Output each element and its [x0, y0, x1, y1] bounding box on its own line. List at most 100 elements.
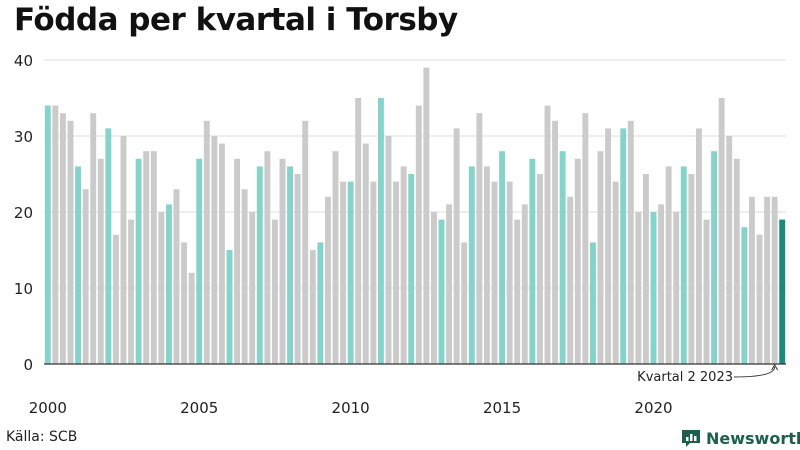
bar	[264, 151, 271, 364]
bar	[597, 151, 604, 364]
bar	[567, 196, 574, 364]
bar	[521, 204, 528, 364]
bar	[317, 242, 324, 364]
bar	[181, 242, 188, 364]
bar	[97, 158, 104, 364]
bar	[506, 181, 513, 364]
bar	[135, 158, 142, 364]
annotation-arrow	[733, 366, 776, 378]
bar	[499, 151, 506, 364]
bar	[287, 166, 294, 364]
bar	[650, 212, 657, 364]
bar	[559, 151, 566, 364]
bar	[188, 272, 195, 364]
bar	[468, 166, 475, 364]
bar	[393, 181, 400, 364]
bar	[605, 128, 612, 364]
bar	[128, 219, 135, 364]
brand-name: Newsworthy	[706, 428, 800, 448]
bar	[461, 242, 468, 364]
bar	[408, 174, 415, 364]
bar	[491, 181, 498, 364]
bar	[105, 128, 112, 364]
bar	[218, 143, 225, 364]
bar	[52, 105, 59, 364]
bar	[340, 181, 347, 364]
axes: 0 10 20 30 40 2000 2005 2010 2015 2020	[14, 52, 786, 417]
bar	[733, 158, 740, 364]
bar	[642, 174, 649, 364]
y-tick-label: 30	[14, 128, 33, 146]
annotation-text: Kvartal 2 2023	[637, 370, 733, 385]
bar	[589, 242, 596, 364]
bar	[211, 136, 218, 364]
x-tick-label: 2005	[180, 399, 218, 417]
bar	[476, 113, 483, 364]
x-tick-label: 2010	[332, 399, 370, 417]
bar	[158, 212, 165, 364]
bar	[620, 128, 627, 364]
bar	[658, 204, 665, 364]
bar	[400, 166, 407, 364]
bar	[415, 105, 422, 364]
bar	[536, 174, 543, 364]
bar	[695, 128, 702, 364]
bar	[703, 219, 710, 364]
bar	[324, 196, 331, 364]
bar	[741, 227, 748, 364]
bar	[438, 219, 445, 364]
bar	[385, 136, 392, 364]
bar	[271, 219, 278, 364]
bar	[726, 136, 733, 364]
bar	[203, 120, 210, 364]
bar	[67, 120, 74, 364]
y-tick-label: 10	[14, 280, 33, 298]
bar	[241, 189, 248, 364]
bar	[226, 250, 233, 364]
bar	[514, 219, 521, 364]
bar	[764, 196, 771, 364]
bar	[552, 120, 559, 364]
bar	[574, 158, 581, 364]
bar	[544, 105, 551, 364]
y-tick-label: 0	[23, 356, 33, 374]
x-tick-label: 2015	[483, 399, 521, 417]
x-tick-label: 2000	[29, 399, 67, 417]
bar	[165, 204, 172, 364]
bar	[302, 120, 309, 364]
bar	[453, 128, 460, 364]
y-tick-label: 40	[14, 52, 33, 70]
bar	[711, 151, 718, 364]
bars	[44, 67, 786, 364]
chart-title: Födda per kvartal i Torsby	[14, 2, 458, 38]
bar	[59, 113, 66, 364]
bar	[680, 166, 687, 364]
bar	[196, 158, 203, 364]
x-tick-label: 2020	[634, 399, 672, 417]
bar	[756, 234, 763, 364]
bar	[279, 158, 286, 364]
bar	[120, 136, 127, 364]
bar	[143, 151, 150, 364]
bar	[44, 105, 51, 364]
bar	[446, 204, 453, 364]
bar	[294, 174, 301, 364]
bar	[90, 113, 97, 364]
bar	[82, 189, 89, 364]
bar	[718, 98, 725, 364]
brand-logo: Newsworthy	[680, 427, 800, 449]
bar	[370, 181, 377, 364]
bar	[779, 219, 786, 364]
bar	[635, 212, 642, 364]
bar	[612, 181, 619, 364]
newsworthy-logo-icon	[682, 430, 700, 447]
bar	[249, 212, 256, 364]
bar	[150, 151, 157, 364]
bar	[173, 189, 180, 364]
bar	[688, 174, 695, 364]
bar	[430, 212, 437, 364]
bar	[771, 196, 778, 364]
bar	[309, 250, 316, 364]
bar	[673, 212, 680, 364]
